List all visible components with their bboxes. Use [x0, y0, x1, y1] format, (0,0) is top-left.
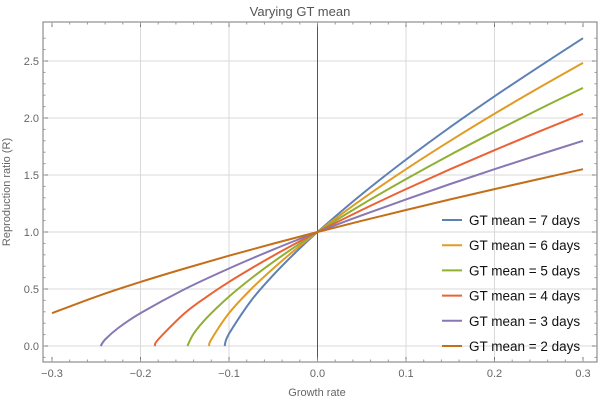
- chart-title: Varying GT mean: [250, 4, 351, 19]
- y-tick-label: 0.5: [24, 284, 39, 296]
- series-line-3: [186, 87, 584, 347]
- legend-label: GT mean = 2 days: [469, 339, 580, 354]
- y-tick-label: 2.0: [24, 113, 39, 125]
- y-tick-label: 1.0: [24, 227, 39, 239]
- series-line-1: [223, 37, 584, 347]
- legend-label: GT mean = 6 days: [469, 238, 580, 253]
- grid: [43, 22, 597, 362]
- series-line-4: [153, 112, 584, 347]
- legend-label: GT mean = 7 days: [469, 213, 580, 228]
- series-lines: [51, 37, 584, 347]
- x-tick-label: −0.1: [218, 368, 240, 380]
- x-axis-label: Growth rate: [288, 387, 345, 399]
- x-tick-label: 0.2: [487, 368, 502, 380]
- axes: −0.3 −0.2 −0.1 0.0 0.1 0.2 0.3 0.0 0.5 1.0 1.5 2.0 2…: [24, 21, 598, 380]
- y-tick-label: 1.5: [24, 170, 39, 182]
- legend-label: GT mean = 5 days: [469, 263, 580, 278]
- plot-frame: [42, 21, 598, 363]
- x-tick-label: −0.2: [130, 368, 152, 380]
- series-line-5: [99, 139, 584, 347]
- legend-label: GT mean = 3 days: [469, 314, 580, 329]
- x-tick-label: 0.3: [575, 368, 590, 380]
- x-tick-label: 0.0: [310, 368, 325, 380]
- legend: GT mean = 7 days GT mean = 6 days GT mean …: [442, 213, 580, 354]
- series-line-6: [51, 168, 584, 315]
- y-axis-label: Reproduction ratio (R): [1, 138, 13, 246]
- legend-label: GT mean = 4 days: [469, 289, 580, 304]
- y-tick-label: 0.0: [24, 341, 39, 353]
- x-tick-label: −0.3: [41, 368, 63, 380]
- y-tick-label: 2.5: [24, 56, 39, 68]
- x-tick-label: 0.1: [398, 368, 413, 380]
